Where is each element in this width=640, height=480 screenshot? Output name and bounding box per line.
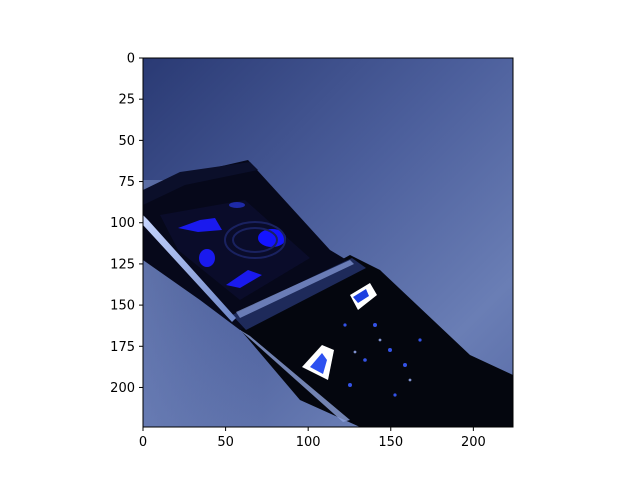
- y-tick-label: 200: [110, 381, 135, 396]
- screen-blob-3: [199, 249, 215, 267]
- y-tick-label: 50: [118, 134, 135, 149]
- y-tick-label: 75: [118, 175, 135, 190]
- y-tick-label: 175: [110, 340, 135, 355]
- y-tick-label: 25: [118, 93, 135, 108]
- y-tick-label: 150: [110, 299, 135, 314]
- phone: [143, 160, 513, 427]
- x-tick-label: 150: [378, 435, 403, 450]
- screen-blob-5: [229, 202, 245, 208]
- x-tick-label: 50: [217, 435, 234, 450]
- y-axis: 0 25 50 75 100 125 150 175 200: [110, 52, 143, 396]
- screen-blob-2: [178, 218, 222, 232]
- x-tick-label: 100: [296, 435, 321, 450]
- x-tick-label: 200: [461, 435, 486, 450]
- photo: [143, 58, 513, 427]
- y-tick-label: 0: [127, 52, 135, 67]
- screen-blob-1: [258, 229, 286, 247]
- x-axis: 0 50 100 150 200: [139, 427, 486, 450]
- y-tick-label: 100: [110, 216, 135, 231]
- screen-blob-4: [226, 270, 262, 288]
- x-tick-label: 0: [139, 435, 147, 450]
- axes-frame: [142, 57, 514, 428]
- y-tick-label: 125: [110, 257, 135, 272]
